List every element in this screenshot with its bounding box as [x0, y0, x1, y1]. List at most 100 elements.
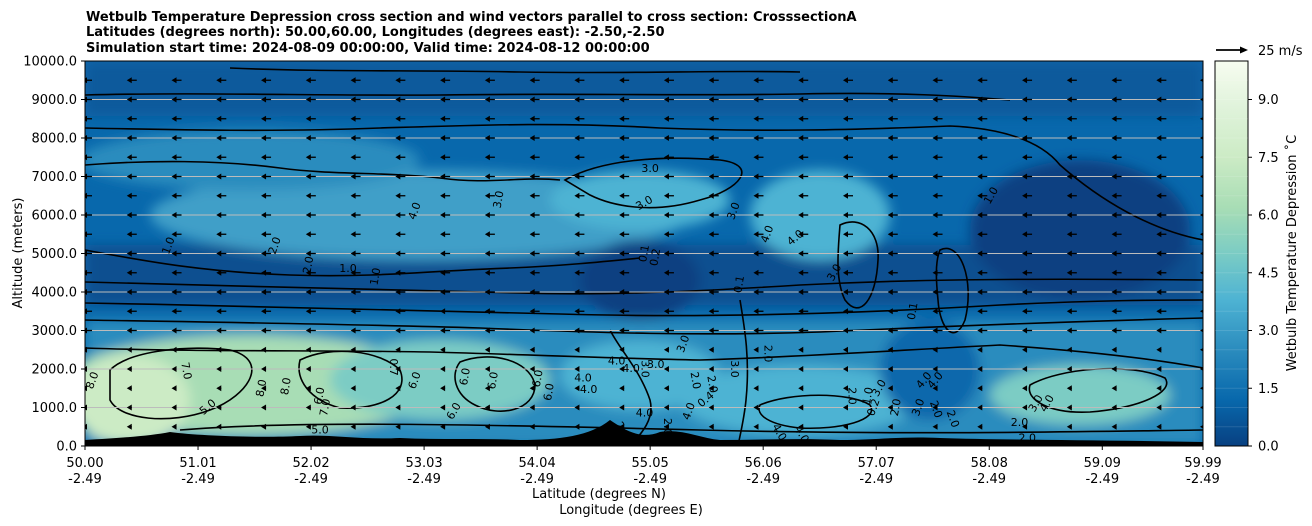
wind-vector — [261, 96, 272, 103]
wind-vector — [1066, 115, 1077, 122]
wind-vector — [216, 115, 227, 122]
wind-vector — [1111, 96, 1122, 103]
wind-vector — [708, 173, 719, 180]
wind-vector — [619, 289, 630, 295]
x-tick-label-lat: 50.00 — [66, 456, 103, 471]
wind-vector — [843, 366, 849, 372]
wind-vector — [1111, 212, 1122, 218]
wind-vector — [1022, 423, 1028, 430]
contour-label: 2.0 — [1011, 416, 1029, 429]
wind-vector — [977, 250, 988, 257]
wind-vector — [798, 135, 809, 141]
wind-vector — [1200, 328, 1203, 333]
contour-label: 6.0 — [457, 367, 473, 386]
wind-vector — [1200, 270, 1203, 275]
x-tick-label-lon: -2.49 — [68, 472, 102, 487]
wind-vector — [305, 231, 316, 238]
wind-vector — [843, 308, 854, 315]
wind-vector — [1066, 269, 1077, 276]
wind-vector — [1156, 192, 1167, 199]
wind-vector — [932, 423, 938, 430]
wind-vector — [216, 231, 227, 238]
wind-vector — [216, 327, 227, 334]
wind-vector — [798, 423, 804, 430]
wind-vector — [1022, 115, 1033, 122]
wind-vector — [1111, 346, 1117, 353]
wind-vector — [753, 96, 764, 103]
wind-vector — [843, 173, 854, 180]
wind-vector — [529, 115, 540, 122]
field-band-upper — [85, 61, 1203, 116]
wind-vector — [977, 346, 983, 353]
contour-line — [85, 317, 1203, 335]
wind-vector — [708, 154, 719, 161]
x-tick-label-lon: -2.49 — [1186, 472, 1220, 487]
contour-line — [85, 92, 1011, 101]
wind-vector — [708, 96, 719, 103]
wind-vector — [1066, 231, 1077, 238]
wind-vector — [1156, 385, 1162, 392]
wind-vector — [529, 192, 540, 199]
wind-vector — [708, 423, 714, 430]
y-tick-label: 8000.0 — [32, 132, 78, 147]
contour-label: 6.0 — [530, 369, 546, 388]
wind-vector — [305, 173, 316, 180]
wind-vector — [305, 192, 316, 199]
wind-vector — [663, 77, 674, 84]
wind-vector — [887, 77, 898, 84]
y-tick-label: 0.0 — [56, 440, 77, 455]
wind-vector — [1156, 269, 1167, 276]
wind-vector — [977, 385, 983, 392]
contour-line — [737, 299, 749, 446]
wind-vector — [395, 77, 406, 84]
wind-vector — [395, 366, 401, 372]
wind-vector — [216, 96, 227, 103]
wind-vector — [663, 115, 674, 122]
wind-vector — [977, 173, 988, 180]
contour-label: 4.0 — [580, 383, 598, 396]
wind-vector — [887, 231, 898, 238]
wind-vector — [1200, 193, 1203, 198]
wind-vector — [350, 154, 361, 161]
wind-vector — [305, 404, 311, 411]
wind-vector — [619, 77, 630, 84]
wind-vector — [171, 346, 177, 353]
wind-vector — [216, 192, 227, 199]
wind-vector — [440, 154, 451, 161]
wind-vector — [932, 192, 943, 199]
wind-vector — [619, 308, 630, 315]
contour-label: 4.0 — [758, 224, 776, 245]
wind-vector — [261, 289, 272, 295]
wind-vector — [395, 308, 406, 315]
wind-vector — [977, 115, 988, 122]
wind-vector — [395, 385, 401, 392]
wind-vector — [126, 269, 137, 276]
wind-vector — [440, 250, 451, 257]
wind-vector — [261, 192, 272, 199]
wind-vector — [887, 385, 893, 392]
wind-vector — [663, 173, 674, 180]
wind-vector — [887, 308, 898, 315]
wind-vector — [574, 96, 585, 103]
wind-vector — [932, 135, 943, 141]
wind-vector — [1022, 385, 1028, 392]
wind-vector — [395, 289, 406, 295]
wind-vector — [1200, 116, 1203, 121]
wind-vector — [663, 192, 674, 199]
contour-label: 7.0 — [178, 361, 194, 380]
wind-vector — [171, 135, 182, 141]
colorbar-tick-label: 3.0 — [1258, 324, 1279, 339]
colorbar-tick-label: 7.5 — [1258, 151, 1279, 166]
wind-vector — [1111, 327, 1122, 334]
wind-vector — [932, 385, 938, 392]
wind-vector — [1111, 250, 1122, 257]
wind-vector — [484, 96, 495, 103]
wind-vector — [798, 250, 809, 257]
wind-vector — [1111, 308, 1122, 315]
wind-vector — [216, 404, 222, 411]
wind-vector — [1022, 231, 1033, 238]
wind-vector — [484, 173, 495, 180]
wind-vector — [126, 96, 137, 103]
chart-title-line-3: Simulation start time: 2024-08-09 00:00:… — [86, 41, 650, 56]
wind-vector — [574, 173, 585, 180]
